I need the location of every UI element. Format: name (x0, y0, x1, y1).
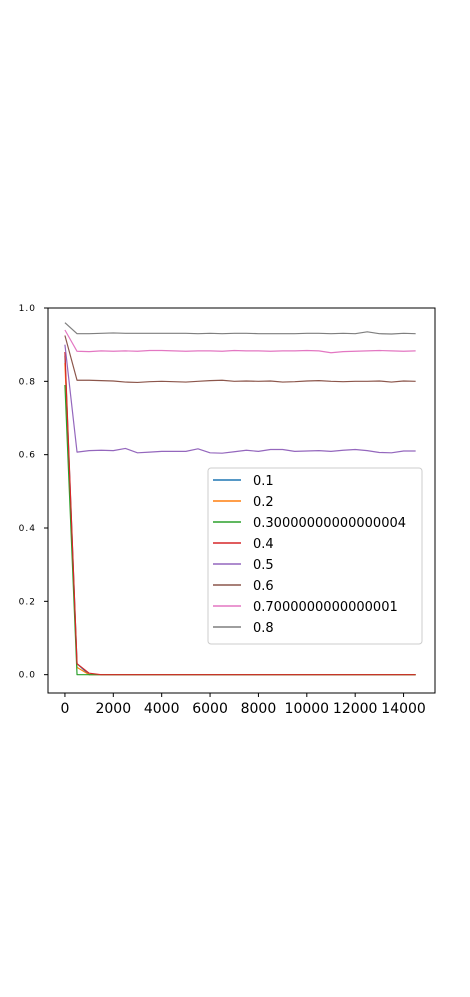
y-tick-label: 0.4 (19, 524, 36, 534)
legend-entry-7: 0.7000000000000001 (253, 600, 398, 615)
x-tick-label: 12000 (333, 701, 378, 717)
legend-box (207, 467, 423, 645)
x-tick-label: 2000 (95, 701, 131, 717)
x-tick-label: 8000 (241, 701, 277, 717)
legend-entry-1: 0.1 (253, 474, 274, 489)
y-axis: 0.0 0.2 0.4 0.6 0.8 1.0 (19, 304, 48, 681)
axes-frame (47, 307, 436, 694)
y-tick-label: 0.8 (19, 377, 36, 387)
legend-entry-6: 0.6 (253, 579, 274, 594)
series-line-4 (64, 351, 416, 676)
x-axis: 0 2000 4000 6000 8000 10000 12000 14000 (60, 693, 426, 717)
y-tick-label: 0.2 (19, 597, 36, 607)
legend-entry-4: 0.4 (253, 537, 274, 552)
x-tick-label: 6000 (192, 701, 228, 717)
series-line-8 (64, 322, 416, 335)
x-tick-label: 0 (60, 701, 69, 717)
y-tick-label: 0.0 (19, 671, 36, 681)
series-line-6 (64, 335, 416, 384)
y-tick-label: 1.0 (19, 304, 36, 314)
series-line-7 (64, 329, 416, 354)
x-tick-label: 14000 (381, 701, 426, 717)
legend-entry-3: 0.30000000000000004 (253, 516, 406, 531)
legend-entry-2: 0.2 (253, 495, 274, 510)
x-tick-label: 10000 (285, 701, 330, 717)
y-tick-label: 0.6 (19, 451, 36, 461)
series-layer (64, 322, 416, 676)
x-tick-label: 4000 (144, 701, 180, 717)
legend-entry-5: 0.5 (253, 558, 274, 573)
series-line-5 (64, 344, 416, 454)
legend-entry-8: 0.8 (253, 621, 274, 636)
legend: 0.1 0.2 0.30000000000000004 0.4 0.5 0.6 0.7000… (207, 467, 423, 645)
